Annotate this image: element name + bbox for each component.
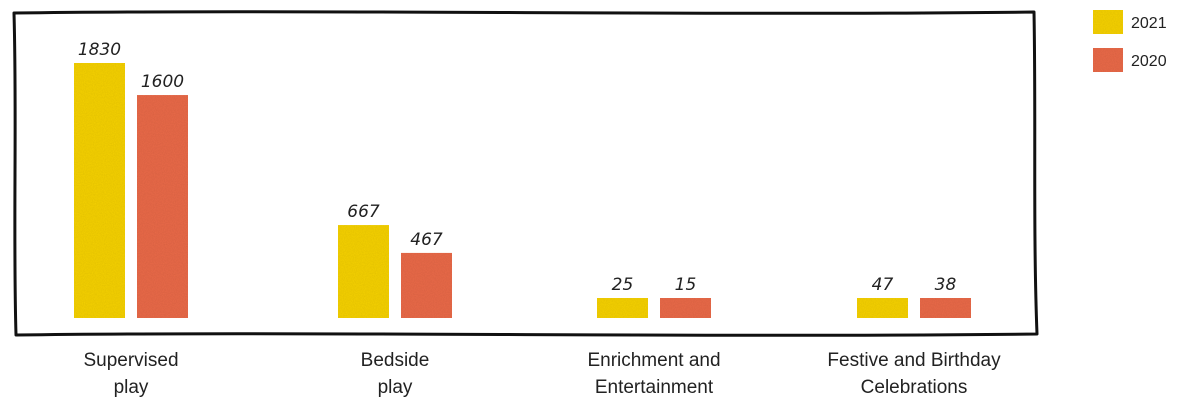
legend-label-2020: 2020	[1131, 53, 1167, 70]
bar-2021-3	[857, 298, 908, 318]
category-labels-layer: Supervised play Bedside play Enrichment and E…	[83, 350, 1001, 398]
legend-swatch-2021	[1093, 10, 1123, 34]
category-label-3-line-0: Festive and Birthday	[827, 350, 1001, 371]
bars-layer	[74, 63, 971, 318]
data-labels-layer: 1830 1600 667 467 25 15 47 38	[78, 40, 957, 295]
category-label-0-line-0: Supervised	[83, 350, 178, 371]
category-label-1-line-0: Bedside	[361, 350, 430, 371]
bar-2021-2	[597, 298, 648, 318]
category-label-3-line-1: Celebrations	[861, 377, 968, 398]
data-label-2021-0: 1830	[78, 40, 121, 60]
data-label-2020-1: 467	[410, 230, 443, 250]
legend-swatch-2020	[1093, 48, 1123, 72]
legend-label-2021: 2021	[1131, 15, 1167, 32]
data-label-2021-2: 25	[612, 275, 634, 295]
category-label-2-line-0: Enrichment and	[587, 350, 720, 371]
data-label-2021-3: 47	[872, 275, 894, 295]
bar-2021-0	[74, 63, 125, 318]
category-label-2-line-1: Entertainment	[595, 377, 714, 398]
bar-2020-1	[401, 252, 452, 318]
category-label-1-line-1: play	[378, 377, 413, 398]
data-label-2020-0: 1600	[141, 72, 184, 92]
legend: 2021 2020	[1093, 10, 1167, 72]
data-label-2020-2: 15	[675, 275, 697, 295]
plot-frame	[12, 10, 1039, 337]
bar-2020-3	[920, 298, 971, 318]
data-label-2021-1: 667	[347, 202, 380, 222]
bar-2020-2	[660, 298, 711, 318]
bar-2020-0	[137, 95, 188, 318]
data-label-2020-3: 38	[935, 275, 957, 295]
bar-2021-1	[338, 225, 389, 318]
category-label-0-line-1: play	[114, 377, 149, 398]
